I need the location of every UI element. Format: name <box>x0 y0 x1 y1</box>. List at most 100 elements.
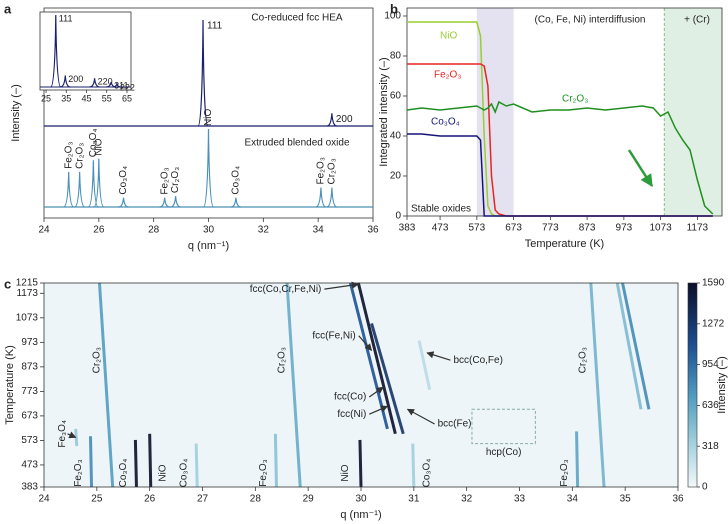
colorbar-step <box>688 305 697 309</box>
y-tick-label: 773 <box>21 386 38 397</box>
x-tick-label: 31 <box>408 494 420 505</box>
peak <box>50 14 62 88</box>
y-tick-label: 0 <box>395 211 401 222</box>
x-tick-label: 873 <box>579 223 596 234</box>
colorbar-tick-label: 0 <box>702 482 708 493</box>
y-tick-label: 1173 <box>16 288 38 299</box>
annotation-arrow <box>406 408 435 425</box>
colorbar-step <box>688 321 697 325</box>
y-tick-label: 80 <box>390 51 402 62</box>
peak-label: NiO <box>203 109 214 126</box>
inset-x-tick-label: 45 <box>82 93 92 103</box>
x-tick-label: 1173 <box>687 223 709 234</box>
heatmap-streak <box>575 431 580 488</box>
heatmap-streak <box>194 443 199 488</box>
y-axis-label: Intensity (–) <box>10 84 22 141</box>
colorbar-step <box>688 298 697 302</box>
colorbar-step <box>688 374 697 378</box>
colorbar-step <box>688 311 697 315</box>
heatmap-streak <box>133 439 138 488</box>
annotation: bcc(Fe) <box>438 419 472 430</box>
x-tick-label: 473 <box>432 223 449 234</box>
annotation: NiO <box>158 464 169 481</box>
inset-x-tick-label: 65 <box>122 93 132 103</box>
inset-x-tick-label: 55 <box>102 93 112 103</box>
annotation: Stable oxides <box>411 204 471 215</box>
annotation: Co₃O₄ <box>422 459 433 488</box>
colorbar-step <box>688 479 697 483</box>
peak-label: Fe₂O₃ <box>159 167 170 194</box>
inset-peak-label: 311 <box>114 80 128 90</box>
y-tick-label: 1215 <box>16 278 39 289</box>
peak <box>159 197 170 208</box>
annotation-arrow <box>426 351 451 361</box>
colorbar-step <box>688 367 697 371</box>
colorbar-step <box>688 336 697 340</box>
colorbar-step <box>688 474 697 478</box>
y-tick-label: 20 <box>390 171 402 182</box>
peak <box>230 197 241 208</box>
colorbar-step <box>688 425 697 429</box>
heatmap-streak <box>356 282 397 435</box>
heatmap-streak <box>97 282 115 488</box>
colorbar-step <box>688 328 697 332</box>
colorbar-tick-label: 1590 <box>702 278 725 289</box>
colorbar-step <box>688 413 697 417</box>
annotation: fcc(Co) <box>334 392 366 403</box>
colorbar-step <box>688 290 697 294</box>
colorbar-step <box>688 407 697 411</box>
x-tick-label: 573 <box>468 223 485 234</box>
colorbar-step <box>688 446 697 450</box>
annotation: (Co, Fe, Ni) interdiffusion <box>535 15 646 26</box>
colorbar-step <box>688 356 697 360</box>
colorbar-step <box>688 283 697 287</box>
heatmap-streak <box>615 282 643 410</box>
heatmap-streak <box>358 439 363 488</box>
y-tick-label: 1073 <box>16 312 39 323</box>
heatmap-streak <box>348 282 389 430</box>
x-tick-label: 25 <box>91 494 103 505</box>
annotation: Co₃O₄ <box>179 459 190 488</box>
x-tick-label: 32 <box>258 225 270 236</box>
x-tick-label: 33 <box>514 494 526 505</box>
colorbar-step <box>688 379 697 383</box>
annotation-arrow <box>67 431 77 439</box>
colorbar-step <box>688 453 697 457</box>
y-tick-label: 383 <box>21 482 38 493</box>
colorbar-step <box>688 354 697 358</box>
peak <box>118 197 129 208</box>
heatmap-streak <box>411 443 416 488</box>
x-tick-label: 26 <box>144 494 156 505</box>
peak-label: Fe₂O₃ <box>63 141 74 168</box>
colorbar-step <box>688 303 697 307</box>
colorbar-step <box>688 285 697 289</box>
colorbar-step <box>688 476 697 480</box>
annotation: Co₃O₄ <box>118 459 129 488</box>
inset-peak-label: 200 <box>68 74 83 84</box>
colorbar-step <box>688 331 697 335</box>
colorbar-step <box>688 346 697 350</box>
x-tick-label: 24 <box>38 494 50 505</box>
colorbar-step <box>688 405 697 409</box>
colorbar-step <box>688 423 697 427</box>
peak <box>326 113 337 127</box>
y-tick-label: 673 <box>21 411 38 422</box>
x-tick-label: 26 <box>93 225 105 236</box>
peak-label: Cr₂O₃ <box>74 143 85 169</box>
series-label: Co₃O₄ <box>431 117 460 128</box>
colorbar-step <box>688 385 697 389</box>
colorbar-step <box>688 377 697 381</box>
colorbar-step <box>688 400 697 404</box>
colorbar-step <box>688 364 697 368</box>
annotation: hcp(Co) <box>486 447 522 458</box>
x-tick-label: 29 <box>303 494 315 505</box>
colorbar-step <box>688 448 697 452</box>
colorbar-step <box>688 359 697 363</box>
annotation-arrow <box>369 405 389 415</box>
series-label: NiO <box>440 31 457 42</box>
annotation-arrow <box>358 335 373 351</box>
series-line <box>407 133 713 217</box>
annotation-arrow <box>324 281 360 290</box>
colorbar-tick-label: 318 <box>702 441 719 452</box>
